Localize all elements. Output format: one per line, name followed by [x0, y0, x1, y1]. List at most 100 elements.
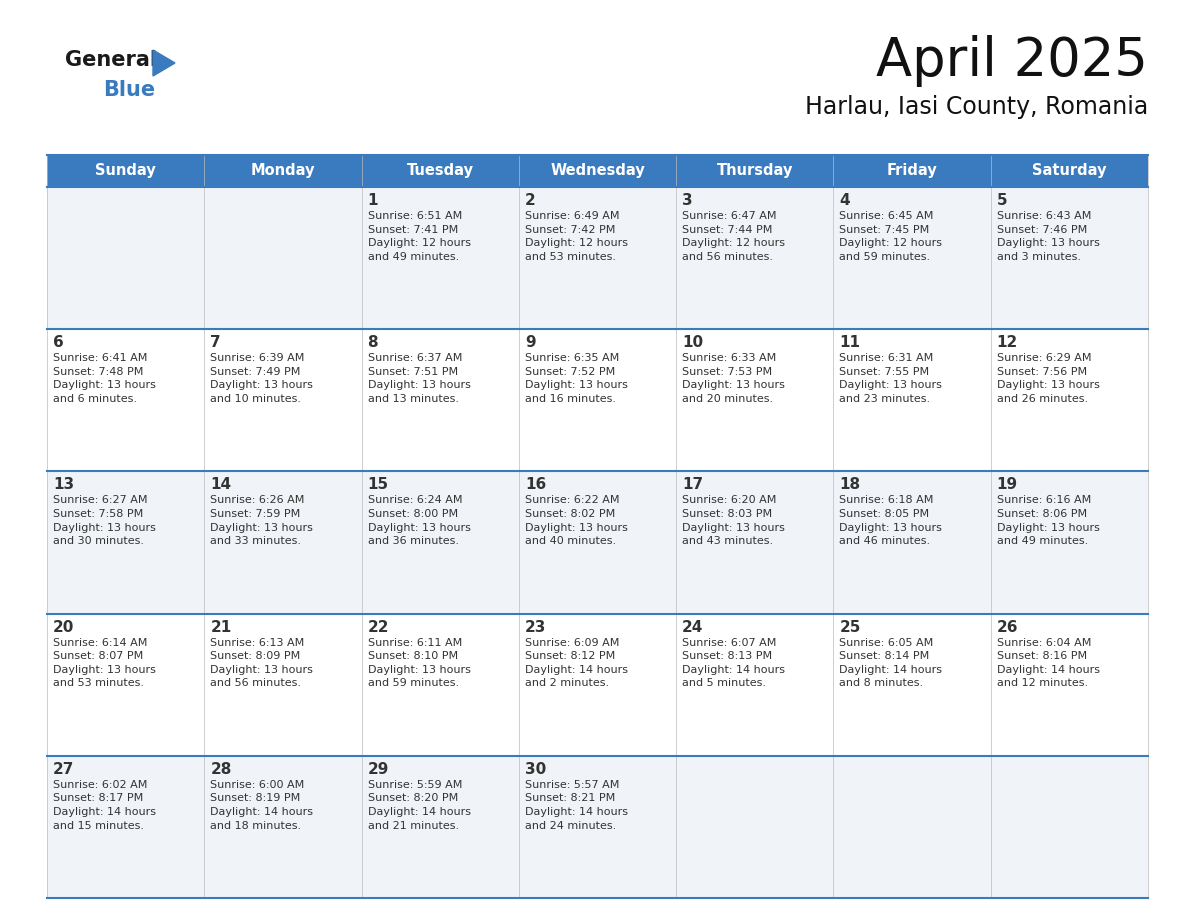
Bar: [676, 756, 834, 898]
Text: Sunrise: 6:24 AM
Sunset: 8:00 PM
Daylight: 13 hours
and 36 minutes.: Sunrise: 6:24 AM Sunset: 8:00 PM Dayligh…: [367, 496, 470, 546]
Text: Sunrise: 6:00 AM
Sunset: 8:19 PM
Daylight: 14 hours
and 18 minutes.: Sunrise: 6:00 AM Sunset: 8:19 PM Dayligh…: [210, 779, 314, 831]
Text: Sunrise: 6:16 AM
Sunset: 8:06 PM
Daylight: 13 hours
and 49 minutes.: Sunrise: 6:16 AM Sunset: 8:06 PM Dayligh…: [997, 496, 1100, 546]
Text: Sunrise: 6:05 AM
Sunset: 8:14 PM
Daylight: 14 hours
and 8 minutes.: Sunrise: 6:05 AM Sunset: 8:14 PM Dayligh…: [840, 638, 942, 688]
Text: Sunrise: 6:35 AM
Sunset: 7:52 PM
Daylight: 13 hours
and 16 minutes.: Sunrise: 6:35 AM Sunset: 7:52 PM Dayligh…: [525, 353, 627, 404]
Text: 14: 14: [210, 477, 232, 492]
Bar: [519, 756, 676, 898]
Bar: [991, 330, 1148, 472]
Bar: [834, 613, 991, 756]
Bar: [361, 187, 519, 330]
Text: 27: 27: [53, 762, 75, 777]
Bar: [204, 756, 361, 898]
Bar: [204, 330, 361, 472]
Text: 7: 7: [210, 335, 221, 350]
Bar: [519, 155, 676, 187]
Text: Sunrise: 6:26 AM
Sunset: 7:59 PM
Daylight: 13 hours
and 33 minutes.: Sunrise: 6:26 AM Sunset: 7:59 PM Dayligh…: [210, 496, 314, 546]
Text: Monday: Monday: [251, 163, 315, 178]
Text: Saturday: Saturday: [1032, 163, 1106, 178]
Bar: [519, 187, 676, 330]
Text: Tuesday: Tuesday: [406, 163, 474, 178]
Text: Sunrise: 5:59 AM
Sunset: 8:20 PM
Daylight: 14 hours
and 21 minutes.: Sunrise: 5:59 AM Sunset: 8:20 PM Dayligh…: [367, 779, 470, 831]
Bar: [519, 330, 676, 472]
Bar: [48, 756, 204, 898]
Text: 9: 9: [525, 335, 536, 350]
Text: Sunrise: 6:43 AM
Sunset: 7:46 PM
Daylight: 13 hours
and 3 minutes.: Sunrise: 6:43 AM Sunset: 7:46 PM Dayligh…: [997, 211, 1100, 262]
Text: Sunrise: 6:13 AM
Sunset: 8:09 PM
Daylight: 13 hours
and 56 minutes.: Sunrise: 6:13 AM Sunset: 8:09 PM Dayligh…: [210, 638, 314, 688]
Text: 26: 26: [997, 620, 1018, 634]
Bar: [676, 472, 834, 613]
Bar: [834, 187, 991, 330]
Bar: [204, 155, 361, 187]
Bar: [834, 330, 991, 472]
Text: 22: 22: [367, 620, 390, 634]
Bar: [991, 613, 1148, 756]
Text: Sunrise: 6:39 AM
Sunset: 7:49 PM
Daylight: 13 hours
and 10 minutes.: Sunrise: 6:39 AM Sunset: 7:49 PM Dayligh…: [210, 353, 314, 404]
Text: 16: 16: [525, 477, 546, 492]
Bar: [991, 756, 1148, 898]
Bar: [204, 613, 361, 756]
Bar: [48, 155, 204, 187]
Text: 4: 4: [840, 193, 851, 208]
Text: 8: 8: [367, 335, 378, 350]
Text: 18: 18: [840, 477, 860, 492]
Text: Sunrise: 5:57 AM
Sunset: 8:21 PM
Daylight: 14 hours
and 24 minutes.: Sunrise: 5:57 AM Sunset: 8:21 PM Dayligh…: [525, 779, 627, 831]
Bar: [676, 187, 834, 330]
Text: 17: 17: [682, 477, 703, 492]
Text: 6: 6: [53, 335, 64, 350]
Text: Wednesday: Wednesday: [550, 163, 645, 178]
Text: Sunrise: 6:49 AM
Sunset: 7:42 PM
Daylight: 12 hours
and 53 minutes.: Sunrise: 6:49 AM Sunset: 7:42 PM Dayligh…: [525, 211, 627, 262]
Text: Sunday: Sunday: [95, 163, 156, 178]
Text: Friday: Friday: [886, 163, 937, 178]
Text: Sunrise: 6:51 AM
Sunset: 7:41 PM
Daylight: 12 hours
and 49 minutes.: Sunrise: 6:51 AM Sunset: 7:41 PM Dayligh…: [367, 211, 470, 262]
Bar: [361, 756, 519, 898]
Text: 13: 13: [53, 477, 74, 492]
Text: 10: 10: [682, 335, 703, 350]
Text: Sunrise: 6:14 AM
Sunset: 8:07 PM
Daylight: 13 hours
and 53 minutes.: Sunrise: 6:14 AM Sunset: 8:07 PM Dayligh…: [53, 638, 156, 688]
Polygon shape: [153, 50, 175, 76]
Bar: [48, 330, 204, 472]
Bar: [361, 472, 519, 613]
Text: 19: 19: [997, 477, 1018, 492]
Text: Sunrise: 6:45 AM
Sunset: 7:45 PM
Daylight: 12 hours
and 59 minutes.: Sunrise: 6:45 AM Sunset: 7:45 PM Dayligh…: [840, 211, 942, 262]
Text: 30: 30: [525, 762, 546, 777]
Bar: [676, 155, 834, 187]
Bar: [676, 330, 834, 472]
Bar: [519, 472, 676, 613]
Bar: [361, 613, 519, 756]
Text: 23: 23: [525, 620, 546, 634]
Text: April 2025: April 2025: [876, 35, 1148, 87]
Bar: [48, 187, 204, 330]
Text: 24: 24: [682, 620, 703, 634]
Text: Sunrise: 6:02 AM
Sunset: 8:17 PM
Daylight: 14 hours
and 15 minutes.: Sunrise: 6:02 AM Sunset: 8:17 PM Dayligh…: [53, 779, 156, 831]
Text: Sunrise: 6:29 AM
Sunset: 7:56 PM
Daylight: 13 hours
and 26 minutes.: Sunrise: 6:29 AM Sunset: 7:56 PM Dayligh…: [997, 353, 1100, 404]
Text: Sunrise: 6:41 AM
Sunset: 7:48 PM
Daylight: 13 hours
and 6 minutes.: Sunrise: 6:41 AM Sunset: 7:48 PM Dayligh…: [53, 353, 156, 404]
Bar: [48, 472, 204, 613]
Text: Sunrise: 6:37 AM
Sunset: 7:51 PM
Daylight: 13 hours
and 13 minutes.: Sunrise: 6:37 AM Sunset: 7:51 PM Dayligh…: [367, 353, 470, 404]
Text: Sunrise: 6:07 AM
Sunset: 8:13 PM
Daylight: 14 hours
and 5 minutes.: Sunrise: 6:07 AM Sunset: 8:13 PM Dayligh…: [682, 638, 785, 688]
Text: Sunrise: 6:33 AM
Sunset: 7:53 PM
Daylight: 13 hours
and 20 minutes.: Sunrise: 6:33 AM Sunset: 7:53 PM Dayligh…: [682, 353, 785, 404]
Bar: [204, 472, 361, 613]
Text: Sunrise: 6:47 AM
Sunset: 7:44 PM
Daylight: 12 hours
and 56 minutes.: Sunrise: 6:47 AM Sunset: 7:44 PM Dayligh…: [682, 211, 785, 262]
Text: Sunrise: 6:04 AM
Sunset: 8:16 PM
Daylight: 14 hours
and 12 minutes.: Sunrise: 6:04 AM Sunset: 8:16 PM Dayligh…: [997, 638, 1100, 688]
Text: Sunrise: 6:20 AM
Sunset: 8:03 PM
Daylight: 13 hours
and 43 minutes.: Sunrise: 6:20 AM Sunset: 8:03 PM Dayligh…: [682, 496, 785, 546]
Text: Thursday: Thursday: [716, 163, 792, 178]
Text: 28: 28: [210, 762, 232, 777]
Text: 20: 20: [53, 620, 75, 634]
Text: 29: 29: [367, 762, 388, 777]
Text: 1: 1: [367, 193, 378, 208]
Text: Sunrise: 6:27 AM
Sunset: 7:58 PM
Daylight: 13 hours
and 30 minutes.: Sunrise: 6:27 AM Sunset: 7:58 PM Dayligh…: [53, 496, 156, 546]
Text: Sunrise: 6:18 AM
Sunset: 8:05 PM
Daylight: 13 hours
and 46 minutes.: Sunrise: 6:18 AM Sunset: 8:05 PM Dayligh…: [840, 496, 942, 546]
Text: Sunrise: 6:31 AM
Sunset: 7:55 PM
Daylight: 13 hours
and 23 minutes.: Sunrise: 6:31 AM Sunset: 7:55 PM Dayligh…: [840, 353, 942, 404]
Text: 12: 12: [997, 335, 1018, 350]
Bar: [676, 613, 834, 756]
Text: 25: 25: [840, 620, 861, 634]
Text: General: General: [65, 50, 157, 70]
Bar: [834, 155, 991, 187]
Bar: [991, 472, 1148, 613]
Text: Sunrise: 6:09 AM
Sunset: 8:12 PM
Daylight: 14 hours
and 2 minutes.: Sunrise: 6:09 AM Sunset: 8:12 PM Dayligh…: [525, 638, 627, 688]
Text: 15: 15: [367, 477, 388, 492]
Text: 3: 3: [682, 193, 693, 208]
Text: 21: 21: [210, 620, 232, 634]
Bar: [48, 613, 204, 756]
Bar: [991, 187, 1148, 330]
